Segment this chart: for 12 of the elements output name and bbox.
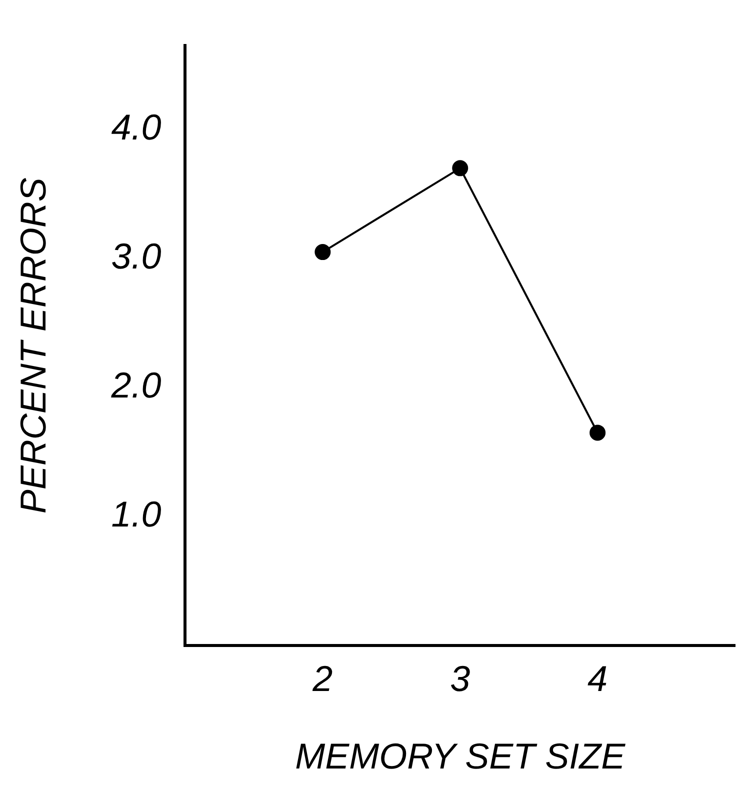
- y-tick-label: 1.0: [111, 494, 162, 535]
- x-tick-label: 4: [588, 658, 608, 700]
- x-tick-label: 2: [312, 658, 333, 700]
- x-tick-label: 3: [450, 658, 470, 700]
- point: [314, 244, 331, 260]
- point: [590, 424, 606, 441]
- point: [452, 160, 468, 176]
- y-axis-title: PERCENT ERRORS: [12, 178, 54, 514]
- x-axis-title: MEMORY SET SIZE: [295, 735, 626, 776]
- y-tick-label: 4.0: [111, 106, 162, 148]
- y-tick-label: 2.0: [110, 364, 162, 406]
- y-tick-label: 3.0: [111, 236, 162, 277]
